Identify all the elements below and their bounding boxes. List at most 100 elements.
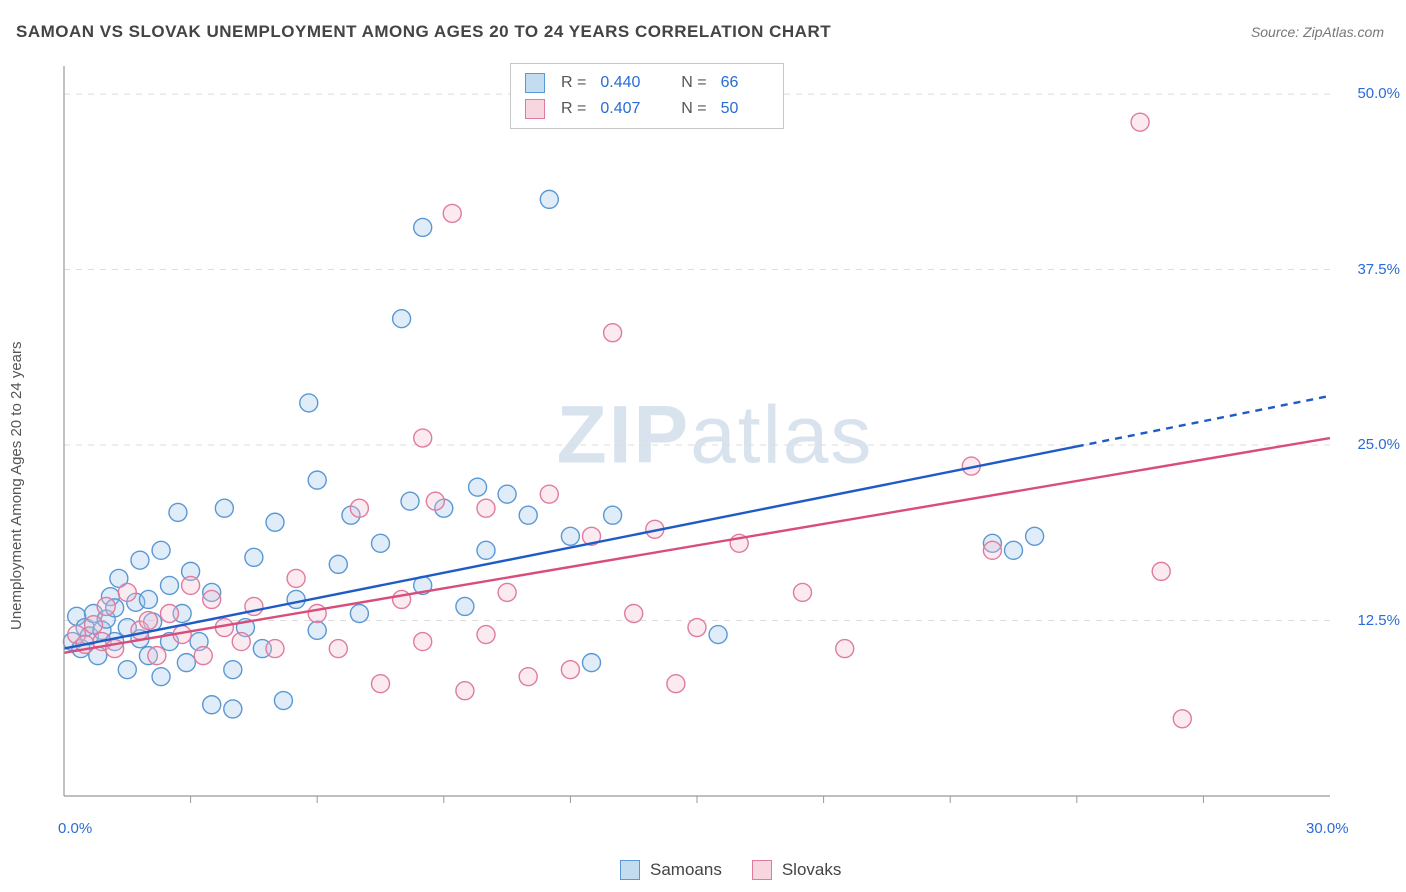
data-point bbox=[1173, 710, 1191, 728]
data-point bbox=[224, 661, 242, 679]
stat-value: 50 bbox=[721, 96, 769, 122]
data-point bbox=[161, 576, 179, 594]
data-point bbox=[667, 675, 685, 693]
data-point bbox=[688, 619, 706, 637]
data-point bbox=[393, 590, 411, 608]
data-point bbox=[426, 492, 444, 510]
data-point bbox=[300, 394, 318, 412]
stat-value: 0.440 bbox=[600, 70, 648, 96]
y-tick-label: 37.5% bbox=[1357, 261, 1400, 278]
scatter-plot-svg bbox=[60, 60, 1370, 820]
data-point bbox=[561, 661, 579, 679]
data-point bbox=[1005, 541, 1023, 559]
data-point bbox=[274, 692, 292, 710]
data-point bbox=[161, 605, 179, 623]
data-point bbox=[498, 485, 516, 503]
data-point bbox=[393, 310, 411, 328]
x-tick-label: 0.0% bbox=[58, 820, 92, 837]
trend-line-dashed bbox=[1077, 396, 1330, 447]
data-point bbox=[287, 590, 305, 608]
data-point bbox=[152, 541, 170, 559]
data-point bbox=[540, 190, 558, 208]
legend-swatch bbox=[620, 860, 640, 880]
correlation-stats-box: R = 0.440 N = 66 R = 0.407 N = 50 bbox=[510, 63, 784, 129]
stat-label: R = bbox=[561, 70, 586, 96]
data-point bbox=[182, 576, 200, 594]
data-point bbox=[287, 569, 305, 587]
data-point bbox=[604, 324, 622, 342]
data-point bbox=[215, 499, 233, 517]
data-point bbox=[625, 605, 643, 623]
data-point bbox=[148, 647, 166, 665]
data-point bbox=[97, 597, 115, 615]
data-point bbox=[477, 541, 495, 559]
data-point bbox=[469, 478, 487, 496]
legend-label: Samoans bbox=[650, 860, 722, 880]
data-point bbox=[118, 583, 136, 601]
data-point bbox=[232, 633, 250, 651]
data-point bbox=[414, 218, 432, 236]
legend-label: Slovaks bbox=[782, 860, 842, 880]
data-point bbox=[477, 626, 495, 644]
data-point bbox=[983, 541, 1001, 559]
legend-swatch bbox=[752, 860, 772, 880]
data-point bbox=[131, 551, 149, 569]
data-point bbox=[604, 506, 622, 524]
data-point bbox=[519, 506, 537, 524]
data-point bbox=[203, 590, 221, 608]
x-tick-label: 30.0% bbox=[1306, 820, 1349, 837]
data-point bbox=[372, 675, 390, 693]
data-point bbox=[245, 548, 263, 566]
data-point bbox=[414, 633, 432, 651]
data-point bbox=[308, 605, 326, 623]
data-point bbox=[308, 621, 326, 639]
data-point bbox=[85, 616, 103, 634]
data-point bbox=[139, 590, 157, 608]
data-point bbox=[266, 640, 284, 658]
series-legend: Samoans Slovaks bbox=[620, 860, 841, 880]
data-point bbox=[456, 597, 474, 615]
legend-swatch bbox=[525, 73, 545, 93]
chart-title: SAMOAN VS SLOVAK UNEMPLOYMENT AMONG AGES… bbox=[16, 22, 831, 42]
stats-row: R = 0.407 N = 50 bbox=[525, 96, 769, 122]
data-point bbox=[329, 640, 347, 658]
data-point bbox=[350, 605, 368, 623]
data-point bbox=[477, 499, 495, 517]
stats-row: R = 0.440 N = 66 bbox=[525, 70, 769, 96]
data-point bbox=[1026, 527, 1044, 545]
data-point bbox=[194, 647, 212, 665]
data-point bbox=[456, 682, 474, 700]
data-point bbox=[118, 661, 136, 679]
data-point bbox=[1152, 562, 1170, 580]
stat-label: N = bbox=[681, 70, 706, 96]
data-point bbox=[203, 696, 221, 714]
legend-item: Slovaks bbox=[752, 860, 842, 880]
data-point bbox=[583, 654, 601, 672]
data-point bbox=[169, 503, 187, 521]
legend-item: Samoans bbox=[620, 860, 722, 880]
data-point bbox=[1131, 113, 1149, 131]
data-point bbox=[266, 513, 284, 531]
data-point bbox=[308, 471, 326, 489]
data-point bbox=[540, 485, 558, 503]
stat-label: R = bbox=[561, 96, 586, 122]
y-tick-label: 12.5% bbox=[1357, 612, 1400, 629]
y-tick-label: 50.0% bbox=[1357, 85, 1400, 102]
data-point bbox=[401, 492, 419, 510]
data-point bbox=[561, 527, 579, 545]
y-tick-label: 25.0% bbox=[1357, 436, 1400, 453]
data-point bbox=[350, 499, 368, 517]
stat-value: 66 bbox=[721, 70, 769, 96]
data-point bbox=[498, 583, 516, 601]
trend-line bbox=[64, 446, 1077, 648]
data-point bbox=[372, 534, 390, 552]
data-point bbox=[709, 626, 727, 644]
source-attribution: Source: ZipAtlas.com bbox=[1251, 24, 1384, 40]
stat-label: N = bbox=[681, 96, 706, 122]
data-point bbox=[836, 640, 854, 658]
data-point bbox=[152, 668, 170, 686]
stat-value: 0.407 bbox=[600, 96, 648, 122]
data-point bbox=[329, 555, 347, 573]
data-point bbox=[224, 700, 242, 718]
legend-swatch bbox=[525, 99, 545, 119]
